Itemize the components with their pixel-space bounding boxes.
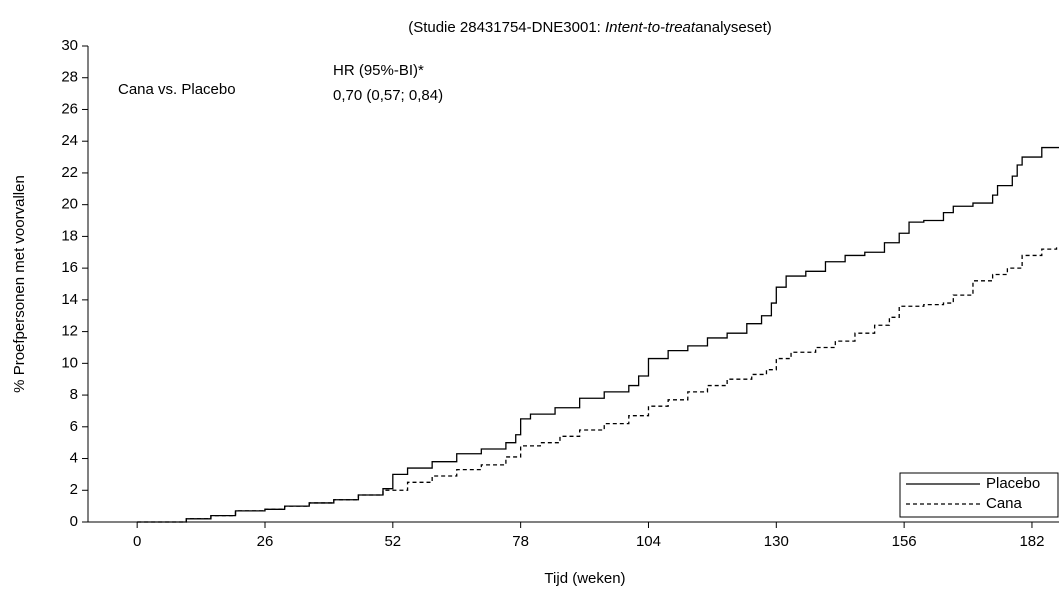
- x-tick-label: 130: [764, 533, 789, 550]
- x-tick-label: 104: [636, 533, 661, 550]
- x-tick-label: 52: [384, 533, 401, 550]
- x-axis-label: Tijd (weken): [544, 570, 625, 587]
- y-tick-label: 2: [70, 481, 78, 498]
- y-tick-label: 26: [61, 100, 78, 117]
- y-axis-label: % Proefpersonen met voorvallen: [11, 175, 28, 393]
- x-tick-label: 78: [512, 533, 529, 550]
- chart-title: (Studie 28431754-DNE3001: Intent-to-trea…: [408, 19, 772, 36]
- series-line: [137, 146, 1059, 523]
- annotation: Cana vs. Placebo: [118, 81, 236, 98]
- x-tick-label: 0: [133, 533, 141, 550]
- x-tick-label: 156: [892, 533, 917, 550]
- y-tick-label: 18: [61, 227, 78, 244]
- y-tick-label: 30: [61, 37, 78, 54]
- annotation: 0,70 (0,57; 0,84): [333, 87, 443, 104]
- legend-label: Placebo: [986, 475, 1040, 492]
- y-tick-label: 20: [61, 196, 78, 213]
- y-tick-label: 12: [61, 323, 78, 340]
- legend-box: [899, 472, 1059, 518]
- y-tick-label: 22: [61, 164, 78, 181]
- y-tick-label: 8: [70, 386, 78, 403]
- annotation: HR (95%-BI)*: [333, 62, 424, 79]
- y-tick-label: 28: [61, 69, 78, 86]
- y-tick-label: 0: [70, 513, 78, 530]
- x-tick-label: 182: [1019, 533, 1044, 550]
- y-tick-label: 6: [70, 418, 78, 435]
- y-tick-label: 14: [61, 291, 78, 308]
- y-tick-label: 16: [61, 259, 78, 276]
- y-tick-label: 24: [61, 132, 78, 149]
- y-tick-label: 10: [61, 354, 78, 371]
- y-tick-label: 4: [70, 450, 78, 467]
- legend-label: Cana: [986, 495, 1023, 512]
- series-line: [137, 244, 1058, 523]
- x-tick-label: 26: [257, 533, 274, 550]
